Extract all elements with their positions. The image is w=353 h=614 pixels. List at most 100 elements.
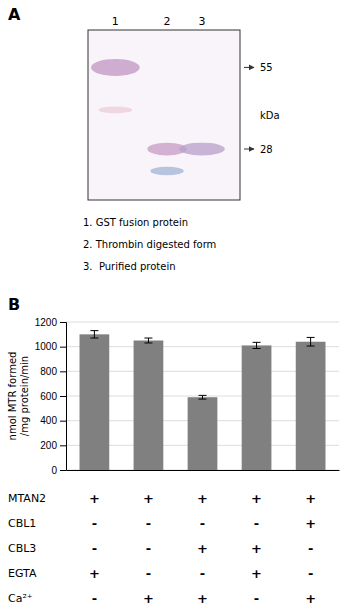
error-cap [144,342,152,343]
y-tick: 600 [40,391,66,402]
y-tick-mark [60,371,66,372]
y-tick-label: 400 [40,415,57,426]
bar [242,345,272,470]
gel-band [179,143,225,156]
error-bar [94,331,95,338]
marker-label: kDa [260,110,280,121]
error-cap [144,338,152,339]
y-tick-mark [60,445,66,446]
table-cell: + [197,491,208,506]
table-cell: - [308,541,313,556]
y-axis-title-line: /mg protein/min [19,356,30,436]
table-cell: - [146,541,151,556]
table-cell: - [146,516,151,531]
y-tick-mark [60,347,66,348]
grid-line [66,322,339,323]
gel-band [99,107,132,114]
panel-a: A12355kDa281. GST fusion protein2. Throm… [8,5,280,272]
table-cell: - [146,566,151,581]
bar [188,397,218,470]
gel [88,30,240,200]
y-tick: 800 [40,366,66,377]
error-cap [307,337,315,338]
table-cell: + [143,591,154,606]
gel-band [91,59,140,76]
table-cell: + [251,491,262,506]
table-row-label: EGTA [8,567,37,580]
y-tick: 200 [40,440,66,451]
y-tick-mark [60,396,66,397]
panel-b: B 0 200 400 600 800 1000 1200 nmol MTR formed/mg… [7,295,340,606]
bar [80,334,110,470]
table-cell: + [305,591,316,606]
y-tick: 1200 [35,317,66,328]
grid [66,322,339,470]
table-cell: - [92,541,97,556]
y-axis-title-line: nmol MTR formed [7,352,18,441]
lane-label: 3 [199,15,206,28]
table-row-label: CBL3 [8,542,36,555]
table-cell: + [251,566,262,581]
marker-label: 55 [260,62,273,73]
x-axis-line [67,470,340,471]
table-cell: - [254,591,259,606]
y-tick-label: 1200 [35,317,58,328]
table-cell: + [89,491,100,506]
lane-label: 2 [164,15,171,28]
y-tick-mark [60,421,66,422]
table-cell: - [254,516,259,531]
gel-legend-line: 3. Purified protein [83,261,176,272]
table-cell: + [305,491,316,506]
table-row-label: MTAN2 [8,492,46,505]
y-tick-label: 200 [40,440,57,451]
y-tick-label: 600 [40,391,57,402]
table-cell: - [308,566,313,581]
y-axis-title: nmol MTR formed/mg protein/min [7,352,30,441]
error-cap [253,348,261,349]
panel-label: A [8,5,21,24]
error-bar [202,395,203,399]
x-axis [67,470,340,471]
y-tick-label: 800 [40,366,57,377]
lane-label: 1 [112,15,119,28]
table-cell: + [143,491,154,506]
table-row-label: Ca²⁺ [8,592,33,605]
error-cap [199,399,207,400]
y-tick-mark [60,322,66,323]
condition-table: MTAN2 + + + + + CBL1 - - - - + CBL3 - - + + - EGTA + - - + - Ca²… [8,491,316,606]
marker-arrow [244,67,254,68]
bar [134,341,164,471]
error-cap [253,342,261,343]
table-cell: - [92,591,97,606]
panel-label: B [8,295,20,314]
table-row-label: CBL1 [8,517,36,530]
marker-arrow [244,149,254,150]
y-tick: 400 [40,415,66,426]
y-tick-mark [60,470,66,471]
y-tick-label: 1000 [35,341,58,352]
error-bar [148,338,149,343]
error-bar [256,342,257,348]
y-axis-line [60,323,67,471]
y-axis: 0 200 400 600 800 1000 1200 [35,317,67,476]
table-cell: + [197,591,208,606]
gel-legend-line: 2. Thrombin digested form [83,239,216,250]
table-cell: + [197,541,208,556]
bar [296,342,326,470]
error-cap [307,346,315,347]
y-tick-label: 0 [51,465,57,476]
table-cell: - [200,566,205,581]
gel-band [150,167,183,176]
bars [80,331,326,470]
gel-legend-line: 1. GST fusion protein [83,217,188,228]
table-cell: + [89,566,100,581]
table-cell: - [92,516,97,531]
y-tick: 0 [51,465,66,476]
y-tick: 1000 [35,341,66,352]
error-cap [90,330,98,331]
error-cap [199,395,207,396]
table-cell: - [200,516,205,531]
error-cap [90,338,98,339]
figure: A12355kDa281. GST fusion protein2. Throm… [0,0,353,614]
table-cell: + [305,516,316,531]
